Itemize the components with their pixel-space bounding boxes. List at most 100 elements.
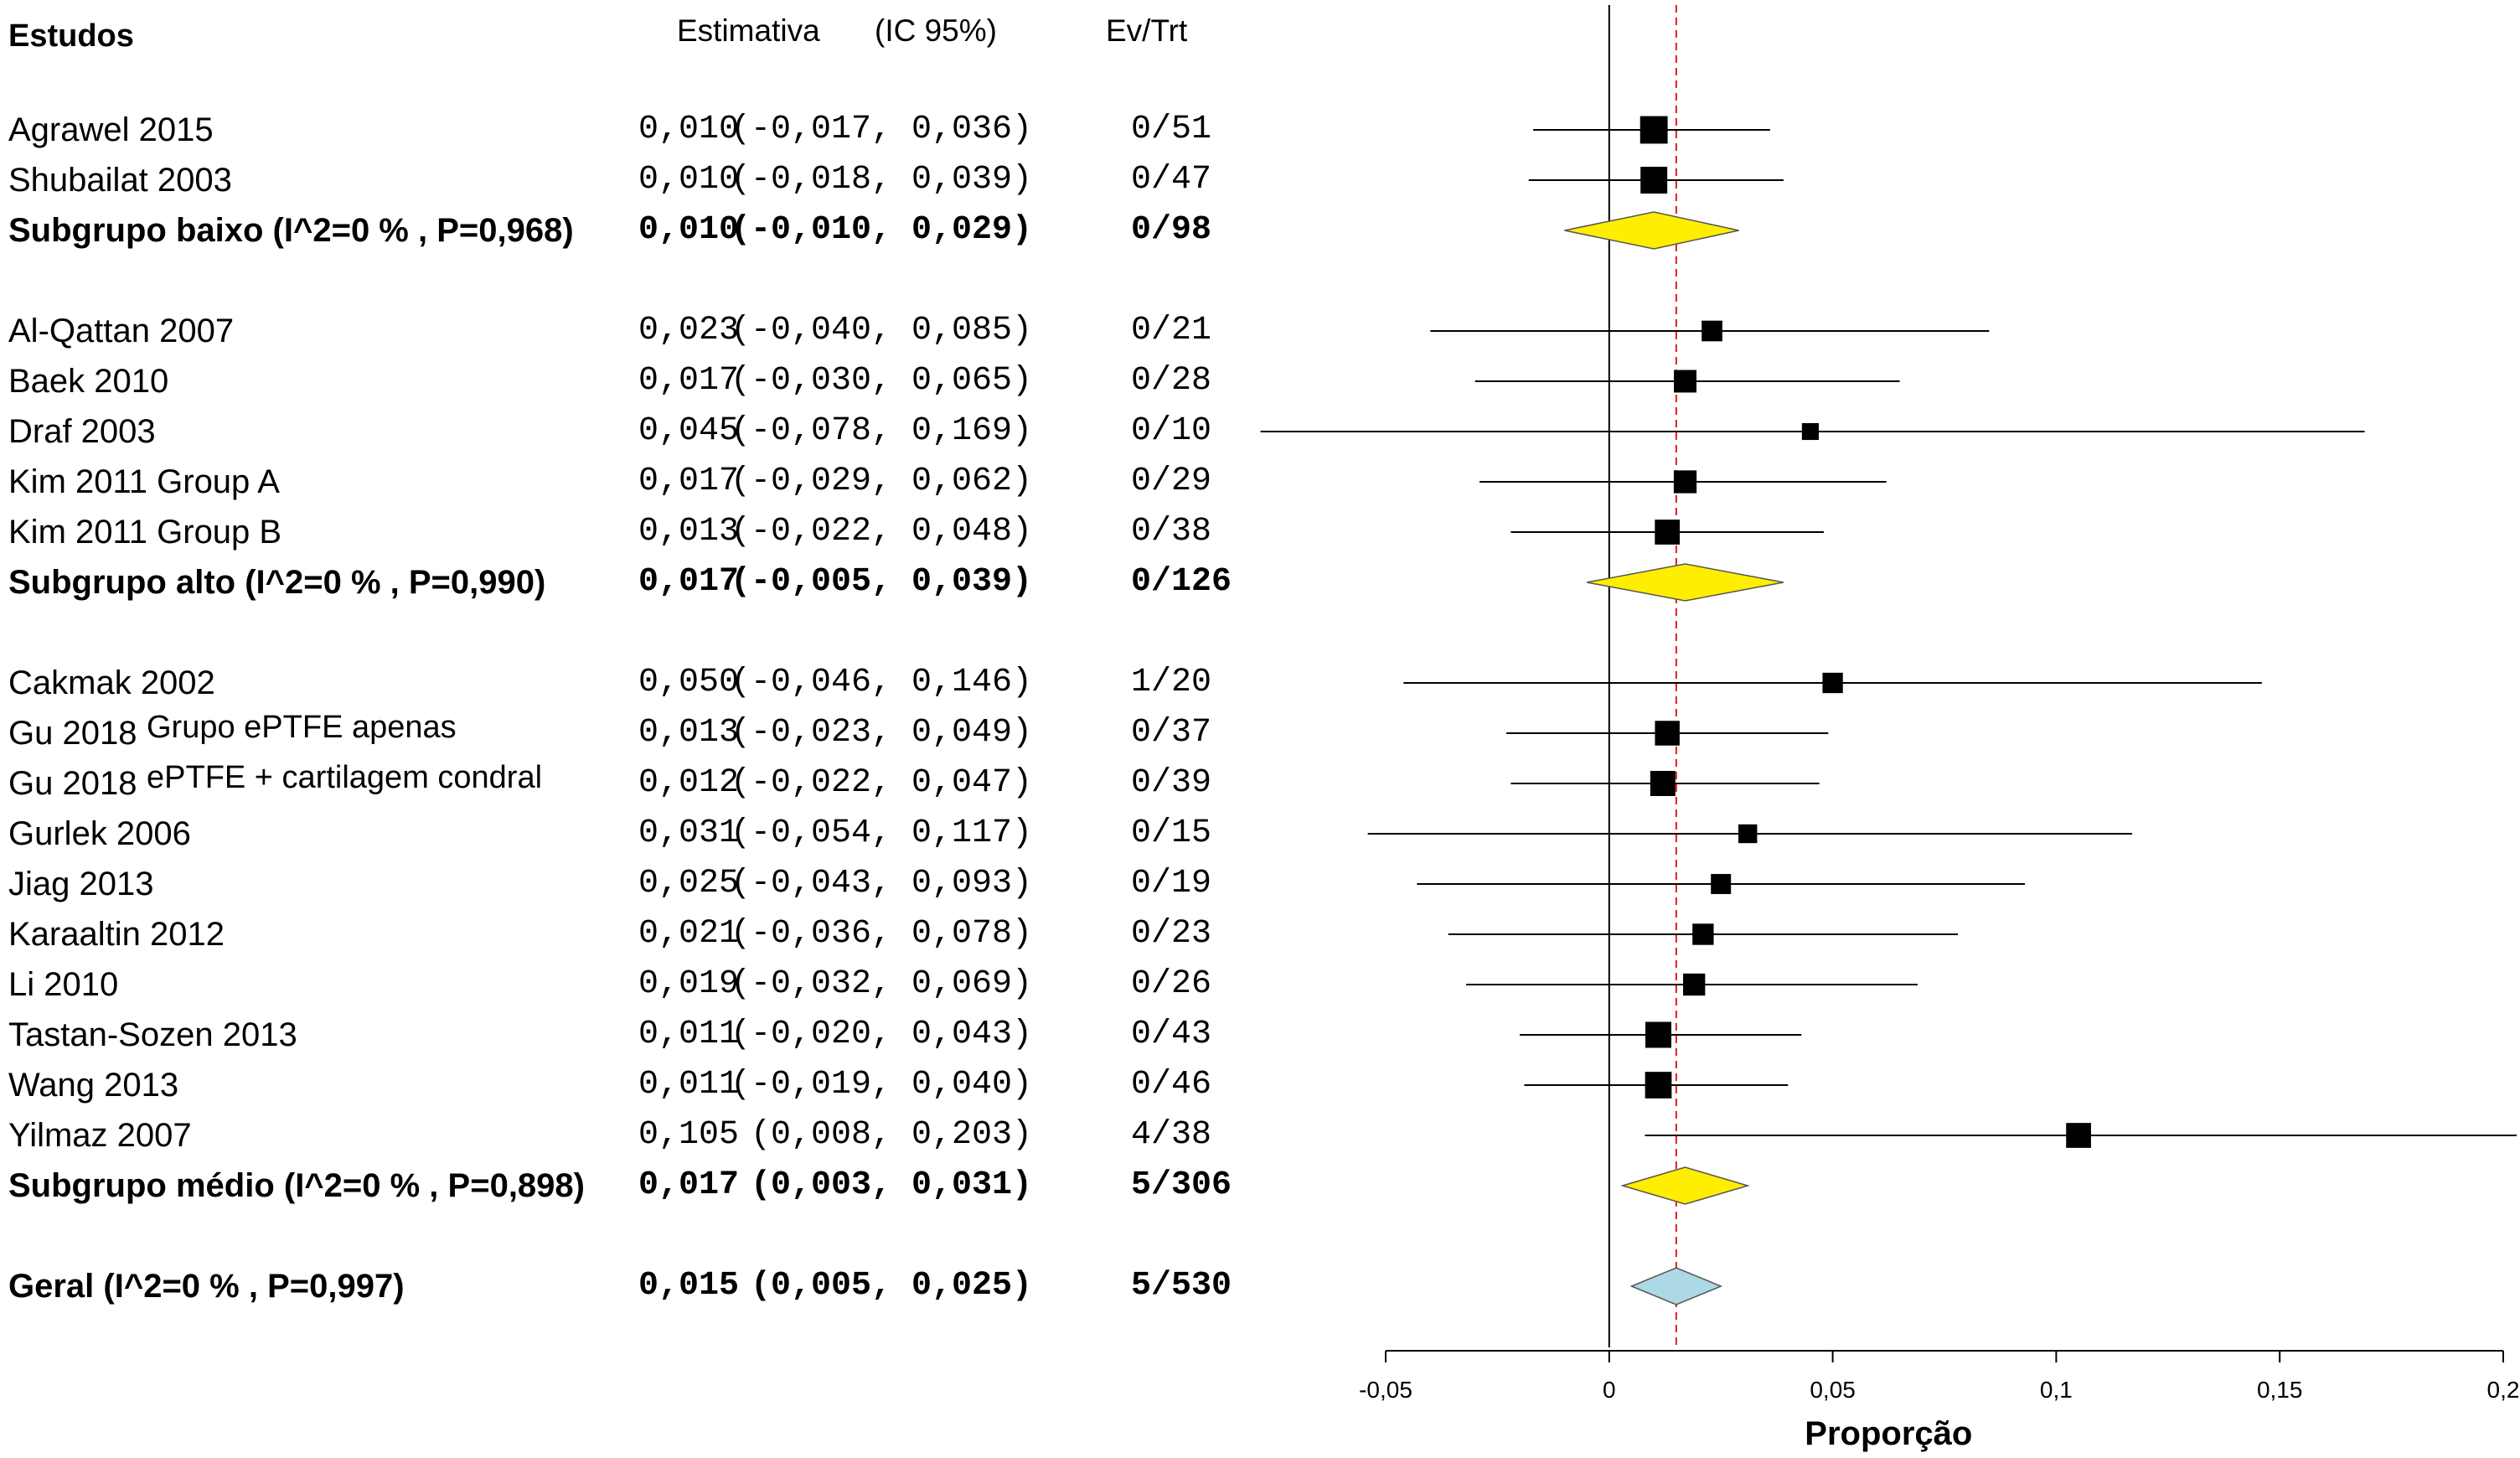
events-value: 0/23 (1131, 915, 1212, 953)
estimate-value: 0,011 (638, 1016, 740, 1053)
estimate-value: 0,017 (638, 563, 740, 601)
study-point (1711, 874, 1732, 894)
subgroup-diamond (1564, 211, 1739, 250)
ci-value: (0,003, 0,031) (731, 1166, 1033, 1204)
ci-value: (-0,040, 0,085) (731, 312, 1033, 349)
estimate-value: 0,023 (638, 312, 740, 349)
ci-value: (-0,023, 0,049) (731, 714, 1033, 752)
overall-diamond (1629, 1267, 1723, 1305)
study-point (1640, 116, 1668, 144)
study-sublabel: Grupo ePTFE apenas (147, 710, 457, 745)
estimate-value: 0,050 (638, 664, 740, 701)
estimate-value: 0,010 (638, 161, 740, 199)
estimate-value: 0,012 (638, 764, 740, 802)
study-label: Gu 2018 (8, 765, 137, 802)
estimate-value: 0,017 (638, 362, 740, 400)
events-value: 0/15 (1131, 814, 1212, 852)
estimate-value: 0,010 (638, 111, 740, 148)
estimate-value: 0,031 (638, 814, 740, 852)
events-value: 0/29 (1131, 463, 1212, 500)
ci-value: (-0,022, 0,047) (731, 764, 1033, 802)
header-estimate: Estimativa (677, 13, 820, 48)
study-sublabel: ePTFE + cartilagem condral (147, 760, 543, 795)
estimate-value: 0,011 (638, 1066, 740, 1104)
ci-value: (-0,022, 0,048) (731, 513, 1033, 551)
study-label: Gu 2018 (8, 715, 137, 752)
subgroup-label: Subgrupo médio (I^2=0 % , P=0,898) (8, 1167, 585, 1204)
ci-value: (-0,010, 0,029) (731, 211, 1033, 249)
x-tick-label: 0 (1603, 1377, 1616, 1403)
study-point (1674, 370, 1696, 393)
estimate-value: 0,045 (638, 412, 740, 450)
study-label: Jiag 2013 (8, 866, 154, 902)
estimate-value: 0,015 (638, 1267, 740, 1305)
study-label: Yilmaz 2007 (8, 1117, 192, 1154)
study-point (1655, 520, 1681, 545)
events-value: 5/530 (1131, 1267, 1232, 1305)
events-value: 1/20 (1131, 664, 1212, 701)
estimate-value: 0,021 (638, 915, 740, 953)
estimate-value: 0,017 (638, 1166, 740, 1204)
estimate-value: 0,013 (638, 513, 740, 551)
ci-value: (-0,019, 0,040) (731, 1066, 1033, 1104)
study-point (1692, 923, 1714, 945)
ci-value: (-0,032, 0,069) (731, 965, 1033, 1003)
study-point (1822, 672, 1843, 694)
study-label: Agrawel 2015 (8, 111, 214, 148)
subgroup-label: Subgrupo baixo (I^2=0 % , P=0,968) (8, 212, 574, 249)
ci-value: (-0,078, 0,169) (731, 412, 1033, 450)
study-point (1640, 167, 1668, 194)
study-point (1673, 470, 1697, 494)
study-label: Al-Qattan 2007 (8, 313, 235, 349)
ci-value: (-0,029, 0,062) (731, 463, 1033, 500)
estimate-value: 0,025 (638, 865, 740, 902)
x-tick-label: -0,05 (1359, 1377, 1412, 1403)
events-value: 0/126 (1131, 563, 1232, 601)
subgroup-diamond (1586, 563, 1784, 602)
ci-value: (-0,020, 0,043) (731, 1016, 1033, 1053)
x-axis-title: Proporção (1805, 1415, 1972, 1452)
subgroup-diamond (1620, 1166, 1750, 1205)
x-tick-label: 0,05 (1810, 1377, 1856, 1403)
ci-value: (0,005, 0,025) (731, 1267, 1033, 1305)
events-value: 0/43 (1131, 1016, 1212, 1053)
events-value: 0/10 (1131, 412, 1212, 450)
study-point (2066, 1123, 2091, 1148)
study-label: Gurlek 2006 (8, 815, 191, 852)
estimate-value: 0,010 (638, 211, 740, 249)
study-label: Tastan-Sozen 2013 (8, 1016, 297, 1053)
x-tick-label: 0,2 (2487, 1377, 2520, 1403)
events-value: 0/98 (1131, 211, 1212, 249)
study-label: Draf 2003 (8, 413, 156, 450)
study-point (1801, 422, 1819, 441)
ci-value: (-0,018, 0,039) (731, 161, 1033, 199)
header-ci: (IC 95%) (875, 13, 997, 48)
header-studies: Estudos (8, 18, 134, 54)
ci-value: (0,008, 0,203) (731, 1116, 1033, 1154)
study-label: Karaaltin 2012 (8, 916, 225, 953)
events-value: 0/39 (1131, 764, 1212, 802)
ci-value: (-0,030, 0,065) (731, 362, 1033, 400)
x-tick-label: 0,1 (2040, 1377, 2073, 1403)
study-point (1645, 1072, 1672, 1099)
study-point (1645, 1021, 1671, 1048)
events-value: 0/47 (1131, 161, 1212, 199)
study-label: Kim 2011 Group B (8, 514, 282, 551)
study-point (1683, 973, 1706, 996)
events-value: 0/38 (1131, 513, 1212, 551)
events-value: 4/38 (1131, 1116, 1212, 1154)
events-value: 0/19 (1131, 865, 1212, 902)
study-point (1702, 320, 1722, 342)
ci-value: (-0,036, 0,078) (731, 915, 1033, 953)
study-label: Wang 2013 (8, 1067, 179, 1104)
events-value: 0/21 (1131, 312, 1212, 349)
ci-value: (-0,043, 0,093) (731, 865, 1033, 902)
events-value: 0/46 (1131, 1066, 1212, 1104)
study-point (1655, 721, 1680, 746)
estimate-value: 0,013 (638, 714, 740, 752)
header-events: Ev/Trt (1106, 13, 1188, 48)
events-value: 0/26 (1131, 965, 1212, 1003)
x-tick-label: 0,15 (2257, 1377, 2303, 1403)
